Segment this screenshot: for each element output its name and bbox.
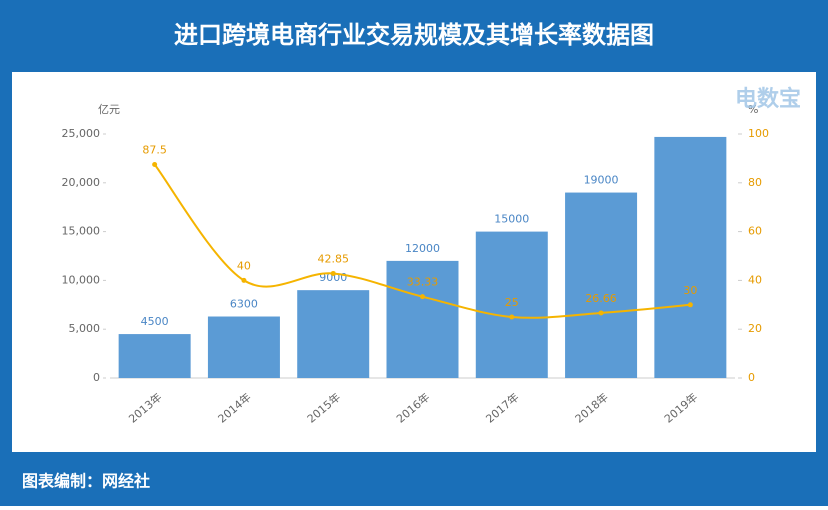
line-value-label: 42.85 — [317, 252, 349, 265]
y2-tick-label: 60 — [748, 225, 762, 238]
y2-axis-label: % — [748, 103, 758, 116]
line-value-label: 33.33 — [407, 276, 439, 289]
bar — [565, 192, 638, 378]
footer: 图表编制：网经社 — [22, 472, 150, 491]
line-value-label: 87.5 — [142, 144, 167, 157]
bar — [118, 334, 191, 378]
bar-value-label: 4500 — [141, 315, 169, 328]
y-axis-label: 亿元 — [98, 103, 120, 116]
bar-value-label: 6300 — [230, 298, 258, 311]
bar — [475, 231, 548, 378]
watermark: 电数宝 — [735, 86, 801, 112]
y-tick-label: 20,000 — [62, 176, 101, 189]
bar — [207, 316, 280, 378]
y-tick-label: 25,000 — [62, 127, 101, 140]
bar-value-label: 19000 — [584, 174, 619, 187]
y-tick-label: 5,000 — [69, 322, 101, 335]
y2-tick-label: 40 — [748, 273, 762, 286]
line-value-label: 30 — [683, 284, 697, 297]
bar — [386, 260, 459, 378]
bar-value-label: 12000 — [405, 242, 440, 255]
line-value-label: 40 — [237, 259, 251, 272]
chart-title: 进口跨境电商行业交易规模及其增长率数据图 — [174, 21, 654, 49]
y2-tick-label: 0 — [748, 371, 755, 384]
line-point — [598, 310, 604, 316]
line-point — [152, 162, 158, 167]
y2-tick-label: 20 — [748, 322, 762, 335]
line-point — [420, 294, 425, 300]
line-point — [241, 277, 247, 283]
line-value-label: 25 — [505, 296, 519, 309]
y-tick-label: 15,000 — [62, 225, 101, 238]
line-point — [509, 314, 515, 320]
line-point — [330, 270, 336, 276]
y2-tick-label: 100 — [748, 127, 769, 140]
y2-tick-label: 80 — [748, 176, 762, 189]
bar — [297, 290, 370, 378]
line-point — [687, 302, 693, 308]
y-tick-label: 10,000 — [62, 273, 101, 286]
bar — [654, 136, 727, 378]
bar-value-label: 15000 — [494, 213, 529, 226]
line-value-label: 26.66 — [585, 292, 617, 305]
y-tick-label: 0 — [93, 371, 100, 384]
